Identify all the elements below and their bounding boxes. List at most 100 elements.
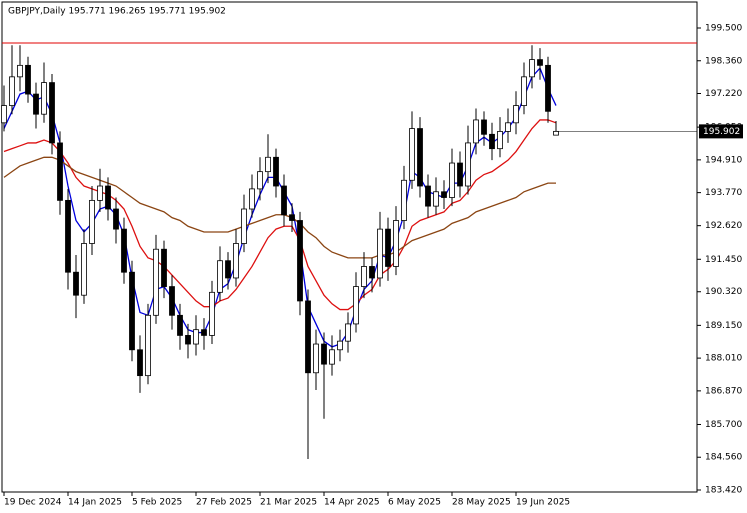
- candle-body: [33, 93, 39, 115]
- candle-body: [361, 266, 367, 287]
- y-tick-label: 190.320: [705, 287, 742, 297]
- candle-body: [273, 156, 279, 187]
- candle-body: [385, 228, 391, 267]
- candle-body: [81, 243, 87, 296]
- candle-body: [537, 59, 543, 66]
- y-tick-label: 183.420: [705, 485, 742, 495]
- candle-body: [289, 214, 295, 221]
- candle-body: [209, 291, 215, 336]
- candle-body: [433, 191, 439, 207]
- candle-body: [545, 64, 551, 112]
- candle-body: [529, 59, 535, 78]
- candle-body: [265, 156, 271, 173]
- candle-body: [521, 76, 527, 106]
- x-tick-label: 21 Mar 2025: [260, 498, 317, 508]
- x-tick-label: 28 May 2025: [452, 498, 511, 508]
- x-tick-label: 19 Jun 2025: [516, 498, 570, 508]
- last-price-label: 195.902: [703, 127, 740, 137]
- candle-body: [257, 171, 263, 190]
- candle-body: [481, 119, 487, 135]
- candle-body: [353, 286, 359, 325]
- y-tick-label: 188.010: [705, 354, 742, 364]
- candle-body: [225, 260, 231, 279]
- candle-body: [233, 243, 239, 279]
- candle-body: [321, 343, 327, 365]
- candle-body: [337, 340, 343, 351]
- candle-body: [329, 349, 335, 365]
- candle-body: [105, 185, 111, 210]
- candle-body: [113, 208, 119, 230]
- candle-body: [489, 133, 495, 150]
- x-tick-label: 6 May 2025: [388, 498, 441, 508]
- y-tick-label: 194.910: [705, 155, 742, 165]
- candle-body: [249, 188, 255, 210]
- candle-body: [25, 64, 31, 95]
- candle-body: [281, 185, 287, 216]
- y-tick-label: 198.360: [705, 56, 742, 66]
- candle-body: [17, 64, 23, 78]
- candle-body: [425, 185, 431, 207]
- candle-body: [73, 271, 79, 296]
- x-tick-label: 19 Dec 2024: [4, 498, 62, 508]
- candle-body: [417, 128, 423, 187]
- candle-body: [465, 142, 471, 187]
- candle-body: [377, 228, 383, 279]
- candle-body: [449, 162, 455, 198]
- candle-body: [297, 220, 303, 302]
- y-tick-label: 191.450: [705, 255, 742, 265]
- y-tick-label: 193.770: [705, 188, 742, 198]
- candle-body: [201, 329, 207, 336]
- candle-body: [65, 199, 71, 273]
- candle-body: [153, 248, 159, 316]
- candle-body: [161, 248, 167, 287]
- y-tick-label: 192.620: [705, 221, 742, 231]
- candle-body: [369, 266, 375, 279]
- candle-body: [169, 286, 175, 316]
- candle-body: [121, 228, 127, 273]
- plot-frame: [1, 1, 698, 493]
- candle-body: [473, 119, 479, 144]
- y-tick-label: 189.150: [705, 321, 742, 331]
- y-tick-label: 186.870: [705, 386, 742, 396]
- candle-body: [345, 323, 351, 342]
- candle-body: [553, 130, 559, 136]
- candle-body: [441, 191, 447, 198]
- x-tick-label: 27 Feb 2025: [196, 498, 252, 508]
- candle-body: [313, 343, 319, 374]
- moving-average-line: [3, 156, 556, 259]
- candle-body: [513, 105, 519, 124]
- moving-average-line: [3, 67, 557, 348]
- y-tick-label: 197.220: [705, 89, 742, 99]
- candle-body: [49, 82, 55, 144]
- candle-body: [305, 300, 311, 374]
- candle-body: [41, 82, 47, 115]
- x-tick-label: 5 Feb 2025: [132, 498, 182, 508]
- y-tick-label: 185.700: [705, 420, 742, 430]
- candle-body: [145, 314, 151, 377]
- y-tick-label: 184.560: [705, 453, 742, 463]
- candle-body: [57, 142, 63, 201]
- candle-body: [129, 271, 135, 351]
- candle-body: [241, 208, 247, 244]
- last-price-box: [699, 124, 743, 139]
- candle-body: [497, 131, 503, 150]
- candle-body: [217, 260, 223, 293]
- candle-body: [409, 128, 415, 181]
- candle-body: [97, 185, 103, 201]
- candle-body: [1, 105, 7, 124]
- candle-body: [401, 179, 407, 221]
- y-tick-label: 199.500: [705, 24, 742, 34]
- candle-body: [137, 349, 143, 377]
- candle-body: [193, 329, 199, 345]
- x-tick-label: 14 Jan 2025: [68, 498, 122, 508]
- moving-average-line: [3, 119, 557, 311]
- candle-body: [89, 199, 95, 244]
- chart-title: GBPJPY,Daily 195.771 196.265 195.771 195…: [8, 7, 226, 17]
- candle-body: [505, 122, 511, 132]
- candle-body: [185, 335, 191, 345]
- candle-body: [393, 220, 399, 267]
- candle-body: [177, 314, 183, 336]
- x-tick-label: 14 Apr 2025: [324, 498, 380, 508]
- candle-body: [457, 162, 463, 187]
